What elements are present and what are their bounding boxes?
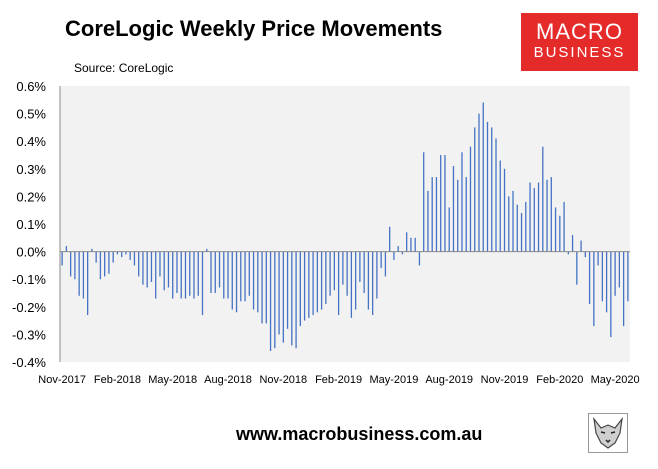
x-tick-label: Aug-2019 xyxy=(425,374,473,386)
y-tick-label: -0.2% xyxy=(12,300,46,315)
x-tick-label: Aug-2018 xyxy=(204,374,252,386)
y-tick-label: -0.1% xyxy=(12,272,46,287)
macrobusiness-logo: MACRO BUSINESS xyxy=(521,13,638,71)
y-tick-label: 0.0% xyxy=(16,245,46,260)
y-tick-labels: 0.6% 0.5% 0.4% 0.3% 0.2% 0.1% 0.0% -0.1% -0.2% -0… xyxy=(12,79,46,370)
logo-line-2: BUSINESS xyxy=(533,44,626,61)
logo-line-1: MACRO xyxy=(536,19,623,44)
x-tick-label: Feb-2019 xyxy=(315,374,362,386)
x-tick-label: May-2020 xyxy=(591,374,640,386)
y-tick-label: -0.4% xyxy=(12,355,46,370)
y-tick-label: 0.2% xyxy=(16,189,46,204)
x-tick-label: Nov-2019 xyxy=(481,374,529,386)
x-tick-label: May-2019 xyxy=(369,374,418,386)
y-tick-label: 0.1% xyxy=(16,217,46,232)
y-tick-label: 0.4% xyxy=(16,134,46,149)
x-tick-label: Nov-2018 xyxy=(259,374,307,386)
x-tick-label: May-2018 xyxy=(148,374,197,386)
y-tick-label: 0.3% xyxy=(16,162,46,177)
x-tick-labels: Nov-2017 Feb-2018 May-2018 Aug-2018 Nov-2018… xyxy=(38,374,639,386)
x-tick-label: Feb-2020 xyxy=(536,374,583,386)
wolf-icon xyxy=(588,413,628,453)
y-tick-label: 0.6% xyxy=(16,79,46,94)
x-tick-label: Nov-2017 xyxy=(38,374,86,386)
chart-source: Source: CoreLogic xyxy=(74,61,174,75)
y-tick-label: -0.3% xyxy=(12,327,46,342)
x-tick-label: Feb-2018 xyxy=(94,374,141,386)
y-tick-label: 0.5% xyxy=(16,107,46,122)
bars-layer xyxy=(61,102,629,351)
chart-title: CoreLogic Weekly Price Movements xyxy=(65,16,443,41)
footer-url: www.macrobusiness.com.au xyxy=(236,424,483,444)
plot-area xyxy=(60,86,630,362)
